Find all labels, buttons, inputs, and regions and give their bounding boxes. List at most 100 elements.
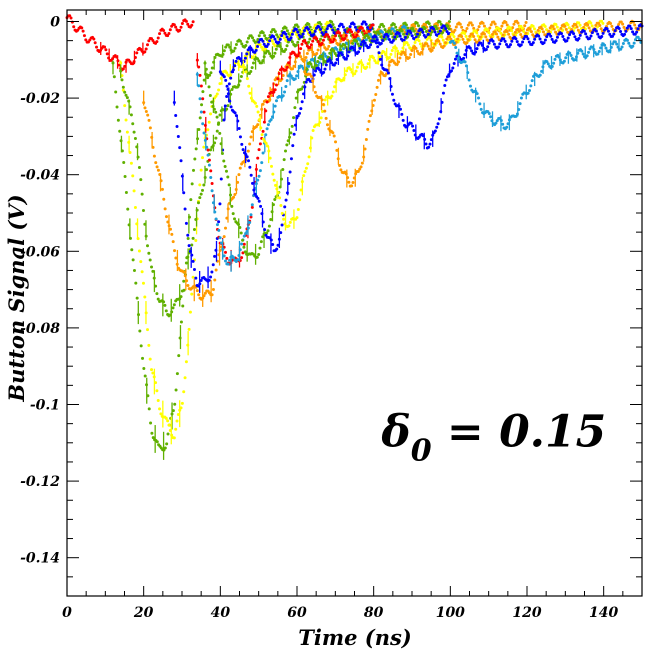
data-point — [389, 52, 393, 56]
data-point — [179, 320, 183, 324]
data-point — [552, 61, 556, 65]
data-point — [285, 65, 289, 69]
data-point — [165, 442, 169, 446]
data-point — [257, 34, 261, 38]
data-point — [261, 31, 265, 35]
data-point — [321, 38, 325, 42]
data-point — [214, 217, 218, 221]
data-point — [423, 23, 427, 27]
data-point — [400, 29, 404, 33]
data-point — [442, 44, 446, 48]
data-point — [352, 22, 356, 26]
data-point — [267, 224, 271, 228]
data-point — [433, 42, 437, 46]
data-point — [358, 38, 362, 42]
data-point — [541, 30, 545, 34]
data-point — [538, 37, 542, 41]
data-point — [245, 155, 249, 159]
data-point — [391, 39, 395, 43]
data-point — [141, 356, 145, 360]
data-point — [133, 205, 137, 209]
data-point — [213, 254, 217, 258]
data-point — [180, 289, 184, 293]
data-point — [559, 26, 563, 30]
data-point — [241, 251, 245, 255]
data-point — [452, 41, 456, 45]
data-point — [528, 27, 532, 31]
data-point — [182, 279, 186, 283]
data-point — [274, 183, 278, 187]
data-point — [455, 51, 459, 55]
data-point — [529, 84, 533, 88]
data-point — [266, 49, 270, 53]
data-point — [460, 34, 464, 38]
data-point — [336, 27, 340, 31]
data-point — [415, 49, 419, 53]
data-point — [269, 118, 273, 122]
data-point — [166, 419, 170, 423]
data-point — [621, 22, 625, 26]
data-point — [234, 59, 238, 63]
data-point — [409, 53, 413, 57]
data-point — [309, 74, 313, 78]
data-point — [238, 135, 242, 139]
data-point — [425, 42, 429, 46]
data-point — [284, 198, 288, 202]
data-point — [368, 32, 372, 36]
data-point — [464, 29, 468, 33]
data-point — [175, 419, 179, 423]
data-point — [545, 35, 549, 39]
data-point — [382, 50, 386, 54]
data-point — [600, 19, 604, 23]
data-point — [190, 243, 194, 247]
data-point — [283, 90, 287, 94]
data-point — [606, 29, 610, 33]
data-point — [580, 49, 584, 53]
data-point — [330, 94, 334, 98]
data-point — [234, 42, 238, 46]
data-point — [250, 203, 254, 207]
data-point — [175, 372, 179, 376]
data-point — [582, 29, 586, 33]
data-point — [466, 38, 470, 42]
data-point — [461, 37, 465, 41]
series-0 — [65, 14, 195, 73]
data-point — [594, 23, 598, 27]
data-point — [334, 61, 338, 65]
data-point — [334, 140, 338, 144]
data-point — [292, 116, 296, 120]
data-point — [510, 39, 514, 43]
data-point — [386, 34, 390, 38]
data-point — [463, 53, 467, 57]
data-point — [451, 32, 455, 36]
data-point — [438, 20, 442, 24]
data-point — [311, 129, 315, 133]
data-point — [249, 70, 253, 74]
data-point — [207, 120, 211, 124]
data-point — [193, 157, 197, 161]
y-tick-label: -0.08 — [20, 321, 60, 337]
data-point — [155, 40, 159, 44]
data-point — [501, 33, 505, 37]
data-point — [316, 40, 320, 44]
data-point — [360, 161, 364, 165]
data-point — [261, 137, 265, 141]
data-point — [160, 187, 164, 191]
data-point — [174, 25, 178, 29]
data-point — [319, 28, 323, 32]
data-point — [469, 21, 473, 25]
data-point — [242, 234, 246, 238]
data-point — [173, 249, 177, 253]
data-point — [198, 73, 202, 77]
data-point — [341, 25, 345, 29]
data-point — [208, 73, 212, 77]
data-point — [438, 29, 442, 33]
data-point — [406, 26, 410, 30]
data-point — [398, 56, 402, 60]
data-point — [240, 142, 244, 146]
data-point — [139, 260, 143, 264]
data-point — [206, 153, 210, 157]
data-point — [217, 228, 221, 232]
data-point — [229, 76, 233, 80]
